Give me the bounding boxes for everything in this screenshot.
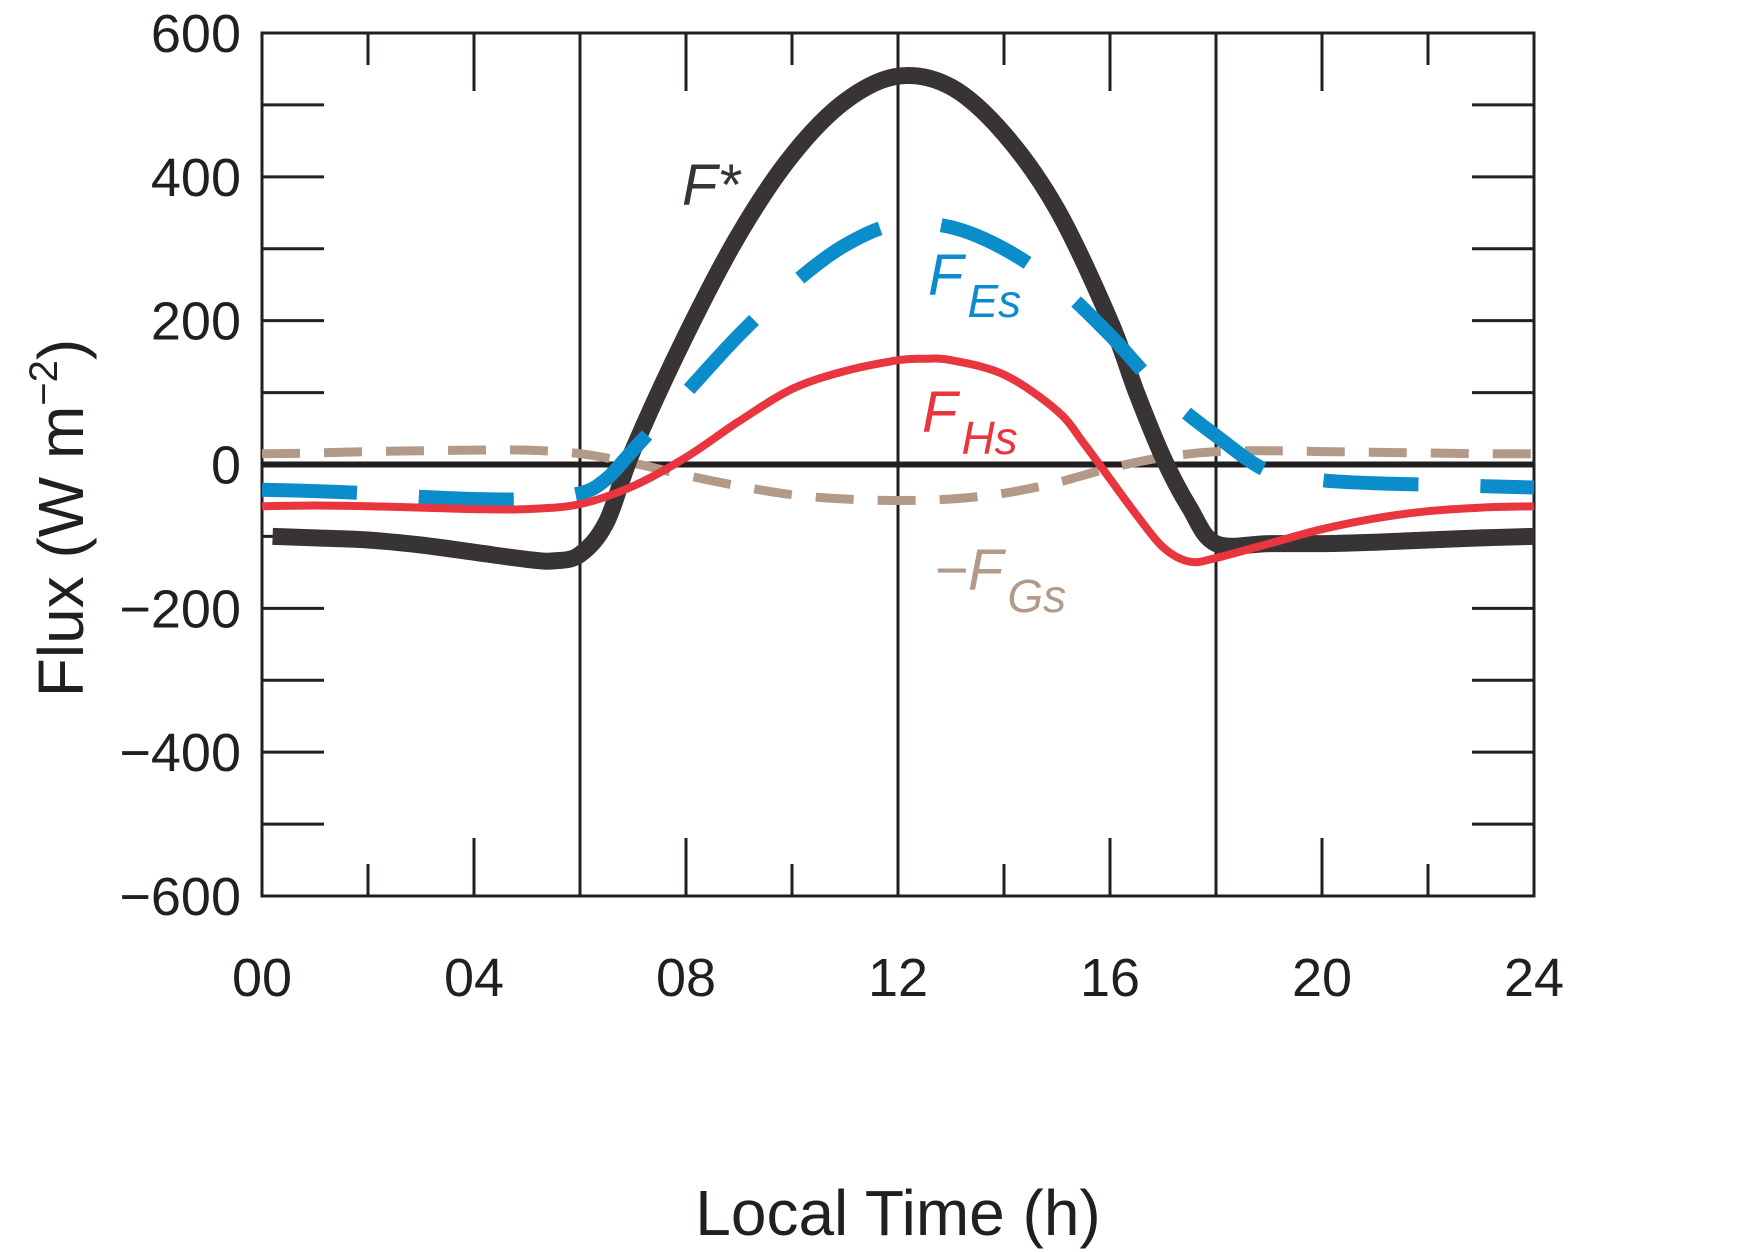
x-axis-title: Local Time (h) — [695, 1177, 1100, 1249]
y-axis-title-unit-exponent: −2 — [22, 360, 66, 406]
series-label-main: F* — [682, 153, 742, 218]
series-label-f-hs: FHs — [922, 380, 1018, 464]
y-tick-label: 600 — [151, 4, 241, 64]
y-tick-label: 0 — [211, 436, 241, 496]
y-tick-label: −600 — [119, 867, 241, 927]
series-label-f-es: FEs — [928, 243, 1021, 327]
y-tick-label: 400 — [151, 148, 241, 208]
plot-frame — [260, 31, 1536, 898]
x-tick-label: 00 — [232, 948, 292, 1008]
tick-labels: 00 04 08 12 16 20 24 −600 −400 −200 0 200 400 600 — [119, 4, 1564, 1008]
y-tick-label: −400 — [119, 723, 241, 783]
series-line-f-es — [261, 215, 1535, 507]
series-label-subscript: Es — [967, 275, 1021, 327]
y-axis-title-main: Flux (W m — [25, 406, 97, 698]
x-tick-label: 08 — [656, 948, 716, 1008]
series-label-main: F — [922, 380, 961, 445]
y-axis-title: Flux (W m−2) — [22, 339, 97, 697]
series-line-f-hs — [261, 354, 1535, 567]
x-tick-label: 04 — [444, 948, 504, 1008]
x-tick-label: 20 — [1292, 948, 1352, 1008]
series-lines — [261, 67, 1535, 570]
y-tick-label: 200 — [151, 292, 241, 352]
x-tick-label: 16 — [1080, 948, 1140, 1008]
y-tick-label: −200 — [119, 579, 241, 639]
series-label-f-gs: −FGs — [934, 538, 1066, 622]
x-tick-label: 12 — [868, 948, 928, 1008]
x-tick-label: 24 — [1504, 948, 1564, 1008]
series-label-subscript: Gs — [1007, 570, 1066, 622]
series-label-subscript: Hs — [961, 412, 1017, 464]
series-label-prefix: − — [934, 538, 968, 603]
series-line-f-gs — [261, 445, 1535, 505]
y-axis-title-close: ) — [25, 339, 97, 360]
series-label-main: F — [928, 243, 967, 308]
series-label-f: F* — [682, 153, 742, 218]
series-label-main: F — [968, 538, 1007, 603]
